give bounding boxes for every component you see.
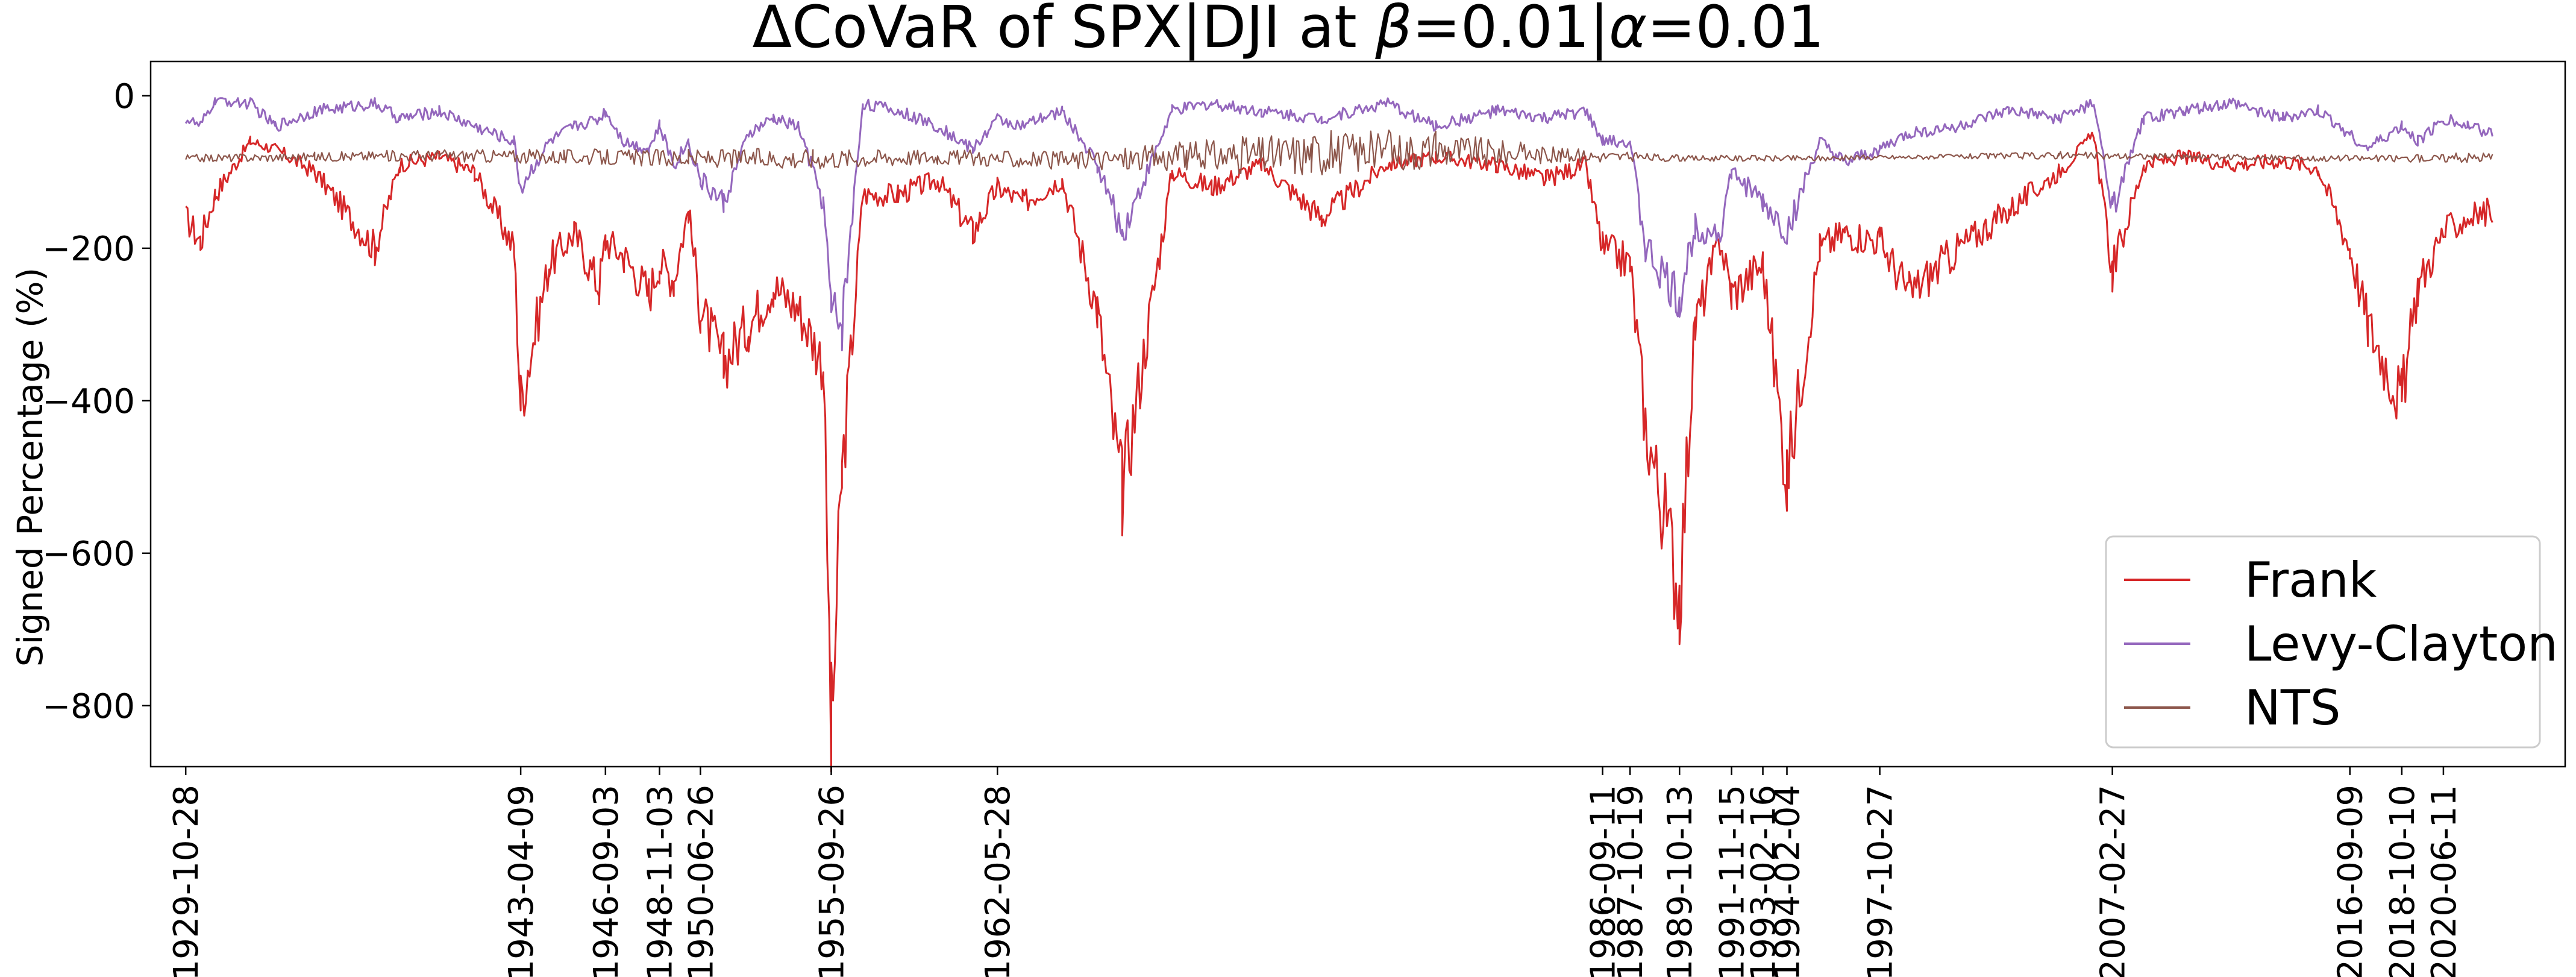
x-tick-label: 1962-05-28 <box>979 785 1018 977</box>
x-tick-label: 1986-09-11 <box>1584 785 1623 977</box>
series-line-frank <box>185 131 2493 773</box>
x-tick-label: 1993-02-16 <box>1744 785 1784 977</box>
x-tick-label: 2018-10-10 <box>2383 785 2422 977</box>
x-tick-label: 1991-11-15 <box>1713 785 1752 977</box>
legend-label: Frank <box>2245 552 2377 608</box>
y-axis-ticks: 0 −200 −400 −600 −800 <box>42 77 151 726</box>
y-tick-label: −600 <box>42 535 135 574</box>
x-tick-label: 2016-09-09 <box>2331 785 2371 977</box>
x-tick-label: 1950-06-26 <box>682 785 721 977</box>
y-tick-label: −800 <box>42 687 135 726</box>
x-tick-label: 2007-02-27 <box>2094 785 2133 977</box>
title-beta-symbol: β <box>1374 0 1412 61</box>
y-tick-label: −200 <box>42 230 135 269</box>
x-axis-ticks: 1929-10-28 1943-04-09 1946-09-03 1948-11-03… <box>167 767 2464 977</box>
x-tick-label: 2020-06-11 <box>2425 785 2464 977</box>
x-tick-label: 1989-10-13 <box>1661 785 1700 977</box>
x-tick-label: 1948-11-03 <box>641 785 680 977</box>
series-line-nts <box>185 129 2493 175</box>
x-tick-label: 1987-10-19 <box>1611 785 1650 977</box>
legend-label: NTS <box>2245 680 2341 736</box>
x-tick-label: 1997-10-27 <box>1861 785 1901 977</box>
y-axis-label: Signed Percentage (%) <box>10 268 51 667</box>
title-prefix: ΔCoVaR of SPX|DJI at <box>753 0 1376 61</box>
legend-box <box>2105 535 2541 749</box>
plot-frame <box>149 60 2566 768</box>
series-line-levy-clayton <box>184 97 2493 351</box>
legend-label: Levy-Clayton <box>2245 616 2558 672</box>
x-tick-label: 1955-09-26 <box>812 785 851 977</box>
chart-title: ΔCoVaR of SPX|DJI at β=0.01|α=0.01 <box>753 0 1825 61</box>
x-tick-label: 1943-04-09 <box>502 785 541 977</box>
series-layer <box>184 97 2493 773</box>
x-tick-label: 1929-10-28 <box>167 785 206 977</box>
y-tick-label: −400 <box>42 382 135 421</box>
title-alpha-symbol: α <box>1609 0 1647 61</box>
legend: Frank Levy-Clayton NTS <box>2105 535 2558 749</box>
y-tick-label: 0 <box>113 77 135 116</box>
title-alpha-value: =0.01 <box>1647 0 1824 61</box>
x-tick-label: 1994-02-04 <box>1769 785 1808 977</box>
x-tick-label: 1946-09-03 <box>587 785 626 977</box>
title-beta-value: =0.01| <box>1412 0 1609 61</box>
